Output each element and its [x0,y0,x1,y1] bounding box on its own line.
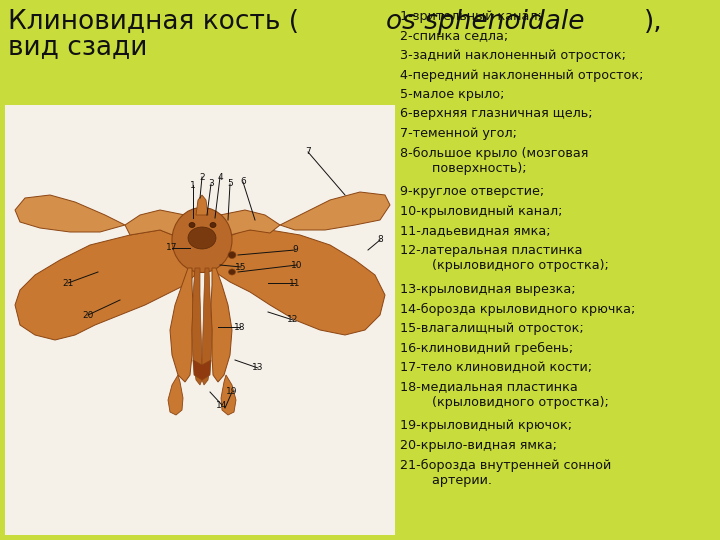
Ellipse shape [188,227,216,249]
Polygon shape [205,210,280,245]
Text: 11-ладьевидная ямка;: 11-ладьевидная ямка; [400,225,551,238]
Text: 14: 14 [216,401,228,409]
Polygon shape [196,195,208,215]
Text: 12: 12 [287,315,299,325]
Text: 19-крыловидный крючок;: 19-крыловидный крючок; [400,420,572,433]
Polygon shape [168,375,183,415]
Text: 5: 5 [227,179,233,188]
Polygon shape [192,268,202,385]
Text: 20-крыло-видная ямка;: 20-крыло-видная ямка; [400,439,557,452]
Polygon shape [280,192,390,230]
Text: 16-клиновидний гребень;: 16-клиновидний гребень; [400,341,573,355]
Text: 4-передний наклоненный отросток;: 4-передний наклоненный отросток; [400,69,644,82]
Text: 8-большое крыло (мозговая
        поверхность);: 8-большое крыло (мозговая поверхность); [400,146,588,175]
Text: 13-крыловидная вырезка;: 13-крыловидная вырезка; [400,283,575,296]
Text: 15-влагалищный отросток;: 15-влагалищный отросток; [400,322,584,335]
Polygon shape [221,375,236,415]
Polygon shape [210,230,385,335]
Text: 1: 1 [190,180,196,190]
Text: 3: 3 [208,179,214,188]
Text: 12-латеральная пластинка
        (крыловидного отростка);: 12-латеральная пластинка (крыловидного о… [400,244,609,273]
Text: 21-борозда внутренней сонной
        артерии.: 21-борозда внутренней сонной артерии. [400,458,611,487]
Polygon shape [202,268,212,385]
Text: 11: 11 [289,279,301,287]
Ellipse shape [189,222,195,227]
Ellipse shape [228,252,236,259]
Polygon shape [15,230,195,340]
Text: 10: 10 [292,260,302,269]
Text: вид сзади: вид сзади [8,34,148,60]
Text: 18-медиальная пластинка
        (крыловидного отростка);: 18-медиальная пластинка (крыловидного от… [400,381,609,409]
Text: 6: 6 [240,178,246,186]
Polygon shape [193,360,211,380]
Text: 9: 9 [292,246,298,254]
Text: 17-тело клиновидной кости;: 17-тело клиновидной кости; [400,361,592,374]
Text: 15: 15 [235,262,247,272]
Polygon shape [170,268,193,382]
Text: 21: 21 [63,279,73,287]
Text: 14-борозда крыловидного крючка;: 14-борозда крыловидного крючка; [400,302,635,315]
Text: 5-малое крыло;: 5-малое крыло; [400,88,505,101]
Polygon shape [125,210,200,245]
Text: 2: 2 [199,172,204,181]
Text: 13: 13 [252,363,264,373]
Ellipse shape [228,269,235,275]
Text: os sphenoidale: os sphenoidale [386,9,585,35]
Text: 1-зрительный канал;: 1-зрительный канал; [400,10,542,23]
Text: 10-крыловидный канал;: 10-крыловидный канал; [400,205,562,218]
Text: 6-верхняя глазничная щель;: 6-верхняя глазничная щель; [400,107,593,120]
Text: 4: 4 [217,172,222,181]
Text: 19: 19 [226,388,238,396]
Text: 9-круглое отверстие;: 9-круглое отверстие; [400,186,544,199]
Text: 3-задний наклоненный отросток;: 3-задний наклоненный отросток; [400,49,626,62]
Text: ),: ), [644,9,662,35]
Ellipse shape [210,222,216,227]
Text: 2-спинка седла;: 2-спинка седла; [400,30,508,43]
Text: 7-теменной угол;: 7-теменной угол; [400,127,517,140]
Text: Клиновидная кость (: Клиновидная кость ( [8,9,299,35]
Text: 20: 20 [82,310,94,320]
Text: 18: 18 [234,322,246,332]
Text: 17: 17 [166,244,178,253]
Text: 8: 8 [377,235,383,245]
Ellipse shape [172,207,232,273]
FancyBboxPatch shape [5,105,395,535]
Text: 7: 7 [305,147,311,157]
Polygon shape [211,268,232,382]
Polygon shape [15,195,125,232]
